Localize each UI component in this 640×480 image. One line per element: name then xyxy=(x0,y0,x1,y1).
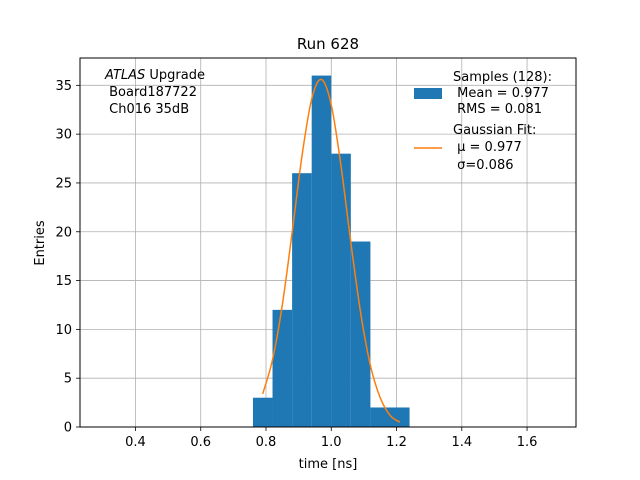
annotation-board: Board187722 xyxy=(105,85,197,100)
y-axis-ticks: 0 5 10 15 20 25 30 35 xyxy=(55,79,80,436)
histogram-bar xyxy=(331,153,351,427)
histogram-bar xyxy=(292,173,312,427)
legend-samples-rms: RMS = 0.081 xyxy=(453,102,542,117)
histogram-bar xyxy=(252,397,273,427)
annotation-channel: Ch016 35dB xyxy=(105,102,189,117)
histogram-bar xyxy=(350,241,371,427)
x-tick-label: 1.4 xyxy=(451,435,472,450)
x-tick-label: 1.0 xyxy=(321,435,342,450)
y-tick-label: 30 xyxy=(55,128,72,143)
y-tick-label: 0 xyxy=(64,421,72,436)
histogram-bar xyxy=(390,407,410,427)
x-axis-ticks: 0.4 0.6 0.8 1.0 1.2 1.4 1.6 xyxy=(125,427,537,450)
y-axis-label: Entries xyxy=(33,220,48,266)
histogram-bar xyxy=(370,407,390,427)
x-tick-label: 1.2 xyxy=(386,435,407,450)
x-tick-label: 0.4 xyxy=(125,435,146,450)
histogram-bars xyxy=(252,75,410,428)
x-axis-label: time [ns] xyxy=(299,457,358,472)
legend-samples-mean: Mean = 0.977 xyxy=(453,86,549,101)
histogram-bar xyxy=(272,309,293,427)
y-tick-label: 35 xyxy=(55,79,72,94)
x-tick-label: 1.6 xyxy=(517,435,538,450)
legend-samples-swatch xyxy=(414,88,442,99)
legend-fit-sigma: σ=0.086 xyxy=(453,158,513,173)
annotation-upgrade: Upgrade xyxy=(145,68,205,83)
y-tick-label: 15 xyxy=(55,274,72,289)
x-tick-label: 0.8 xyxy=(256,435,277,450)
gaussian-fit-line xyxy=(262,78,401,423)
y-tick-label: 5 xyxy=(64,372,72,387)
histogram-bar xyxy=(311,75,332,428)
y-tick-label: 10 xyxy=(55,323,72,338)
annotation-line-1: ATLAS Upgrade xyxy=(104,68,205,83)
y-tick-label: 25 xyxy=(55,176,72,191)
chart-title: Run 628 xyxy=(297,35,359,53)
legend-fit-title: Gaussian Fit: xyxy=(453,123,536,138)
annotation-atlas: ATLAS xyxy=(104,68,145,83)
y-tick-label: 20 xyxy=(55,225,72,240)
plot-frame xyxy=(79,57,577,428)
legend: Samples (128): Mean = 0.977 RMS = 0.081 … xyxy=(414,70,552,173)
atlas-annotation: ATLAS Upgrade Board187722 Ch016 35dB xyxy=(104,68,205,117)
legend-samples-title: Samples (128): xyxy=(453,70,552,85)
legend-fit-mu: μ = 0.977 xyxy=(453,140,522,155)
x-tick-label: 0.6 xyxy=(190,435,211,450)
